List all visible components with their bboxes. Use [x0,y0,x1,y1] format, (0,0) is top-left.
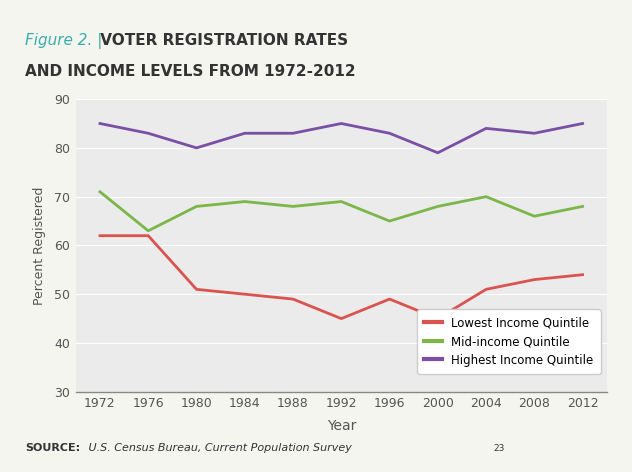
Text: SOURCE:: SOURCE: [25,443,80,453]
Text: VOTER REGISTRATION RATES: VOTER REGISTRATION RATES [95,33,348,48]
Text: Figure 2. |: Figure 2. | [25,33,102,49]
Text: U.S. Census Bureau, Current Population Survey: U.S. Census Bureau, Current Population S… [85,443,356,453]
Y-axis label: Percent Registered: Percent Registered [33,186,46,304]
X-axis label: Year: Year [327,419,356,433]
Text: 23: 23 [493,444,504,453]
Text: AND INCOME LEVELS FROM 1972-2012: AND INCOME LEVELS FROM 1972-2012 [25,64,356,79]
Legend: Lowest Income Quintile, Mid-income Quintile, Highest Income Quintile: Lowest Income Quintile, Mid-income Quint… [417,309,601,374]
